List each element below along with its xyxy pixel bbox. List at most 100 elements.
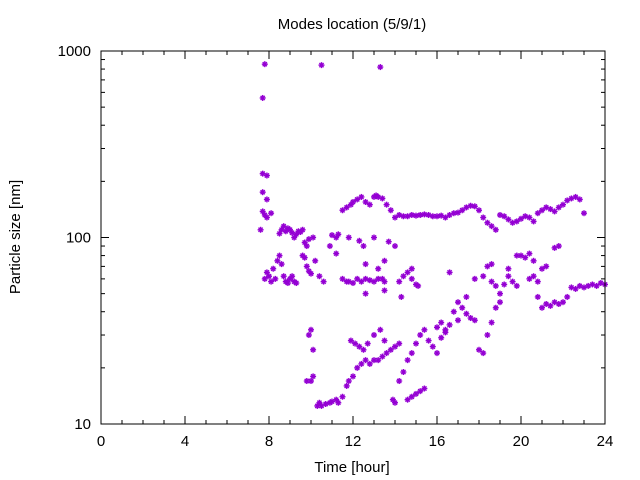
data-point	[305, 332, 312, 339]
data-point	[471, 275, 478, 282]
data-point	[513, 218, 520, 225]
data-point	[377, 326, 384, 333]
data-point	[350, 199, 356, 206]
data-point	[555, 243, 562, 250]
data-point	[408, 350, 415, 357]
data-point	[505, 216, 512, 223]
data-point	[415, 282, 422, 289]
data-point	[358, 278, 365, 285]
data-point	[308, 378, 314, 385]
data-point	[356, 237, 363, 244]
data-point	[408, 393, 415, 400]
data-point	[484, 332, 491, 339]
data-point	[339, 275, 346, 282]
data-point	[268, 278, 275, 285]
data-point	[408, 275, 415, 282]
data-point	[371, 278, 377, 285]
data-point	[318, 62, 325, 69]
data-point	[404, 357, 411, 364]
data-point	[492, 282, 499, 289]
data-point	[463, 310, 470, 317]
data-point	[459, 207, 466, 214]
data-point	[434, 350, 440, 357]
data-point	[335, 231, 342, 238]
data-point	[310, 373, 317, 380]
data-point	[301, 254, 308, 261]
data-point	[446, 321, 453, 328]
x-tick-label: 12	[345, 433, 362, 450]
data-point	[513, 282, 520, 289]
data-point	[398, 293, 405, 300]
data-point	[455, 299, 461, 306]
data-point	[381, 337, 388, 344]
data-point	[421, 326, 428, 333]
data-point	[358, 360, 365, 367]
data-point	[450, 308, 457, 315]
data-point	[547, 206, 554, 213]
data-point	[534, 293, 541, 300]
data-point	[362, 261, 369, 268]
data-point	[383, 201, 390, 208]
data-point	[266, 273, 272, 280]
data-point	[442, 214, 449, 221]
data-point	[270, 265, 277, 272]
data-point	[347, 337, 354, 344]
data-point	[360, 243, 367, 250]
x-axis-label: Time [hour]	[314, 459, 389, 476]
data-point	[576, 196, 583, 203]
data-point	[417, 212, 424, 219]
data-point	[354, 196, 361, 203]
data-point	[381, 287, 388, 294]
data-point	[280, 273, 287, 280]
data-point	[308, 326, 314, 333]
data-point	[408, 212, 415, 219]
data-point	[371, 332, 377, 339]
data-point	[572, 193, 579, 200]
data-point	[345, 234, 352, 241]
data-point	[350, 373, 356, 380]
data-point	[484, 219, 491, 226]
data-point	[259, 94, 266, 101]
data-point	[310, 234, 317, 241]
data-point	[263, 196, 270, 203]
data-point	[480, 350, 487, 357]
data-point	[268, 210, 275, 217]
x-tick-label: 0	[97, 433, 105, 450]
data-point	[488, 319, 495, 326]
data-point	[303, 243, 310, 250]
data-point	[312, 257, 319, 264]
data-point	[362, 290, 369, 297]
data-point	[400, 273, 407, 280]
data-point	[421, 385, 428, 392]
chart-title: Modes location (5/9/1)	[278, 16, 426, 33]
data-point	[354, 364, 361, 371]
data-point	[276, 252, 283, 259]
data-point	[530, 218, 537, 225]
data-point	[318, 402, 325, 409]
data-point	[343, 204, 350, 211]
data-point	[492, 226, 499, 233]
data-point	[497, 299, 503, 306]
data-point	[434, 324, 440, 331]
data-point	[339, 207, 346, 214]
data-point	[400, 369, 407, 376]
data-point	[522, 254, 529, 261]
data-point	[392, 243, 398, 250]
data-point	[480, 214, 487, 221]
data-point	[455, 209, 461, 216]
y-tick-label: 10	[74, 416, 91, 433]
data-point	[360, 346, 367, 353]
data-point	[488, 278, 495, 285]
data-point	[581, 210, 587, 217]
plot-frame	[100, 50, 606, 425]
data-point	[352, 340, 359, 347]
data-point	[455, 317, 461, 324]
y-axis-label: Particle size [nm]	[7, 180, 24, 294]
data-point	[547, 302, 554, 309]
data-point	[287, 226, 293, 233]
data-point	[471, 203, 478, 210]
data-point	[261, 275, 268, 282]
data-point	[366, 201, 373, 208]
data-point	[387, 346, 394, 353]
